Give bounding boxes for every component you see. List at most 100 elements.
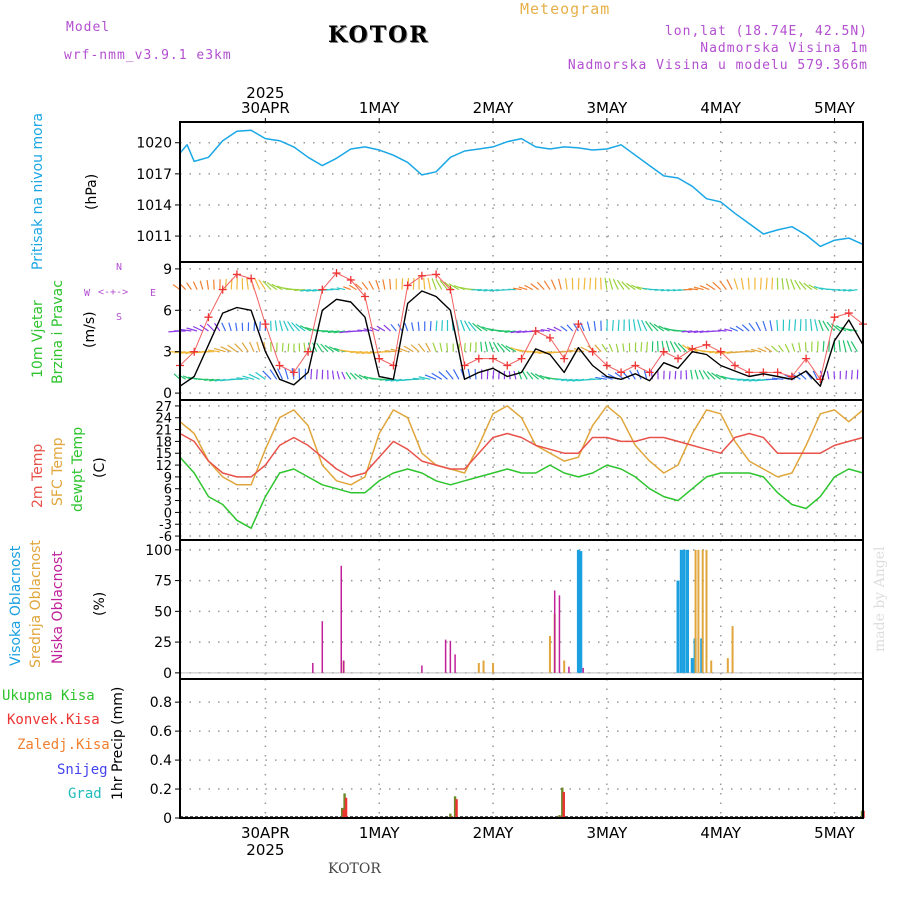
- wind-barb: [412, 277, 415, 290]
- wind-barb: [291, 322, 300, 332]
- temp-2m-line: [179, 432, 864, 478]
- wind-barb: [476, 324, 488, 332]
- wind-barb: [674, 371, 677, 380]
- panel-frame: [179, 678, 864, 819]
- wind-barb: [814, 285, 824, 291]
- high-cloud-bar: [682, 549, 686, 673]
- mid-cloud-bar: [701, 549, 704, 673]
- wind-barb: [303, 342, 306, 352]
- precip-total-bar: [449, 813, 452, 818]
- wind-gust-marker: [716, 347, 725, 356]
- top-day-label: 30APR: [241, 99, 290, 117]
- wind-barb: [687, 330, 699, 334]
- wind-barb: [608, 343, 614, 352]
- wind-barb: [846, 340, 853, 352]
- wind-barb: [784, 343, 790, 352]
- y-tick-label: 1014: [136, 198, 172, 214]
- wind-barb: [384, 378, 397, 382]
- legend-graupel: Grad: [68, 786, 102, 802]
- wind-barb: [277, 368, 283, 380]
- wind-barb: [536, 281, 545, 291]
- wind-gust-marker: [702, 340, 711, 349]
- wind-barb: [331, 370, 335, 380]
- wind-barb: [646, 341, 648, 352]
- series-layer: [176, 129, 867, 818]
- wind-barb: [477, 289, 488, 292]
- wind-barb: [390, 378, 403, 382]
- wind-barb: [771, 345, 779, 353]
- precip-conv-bar: [562, 791, 565, 818]
- wind-barb: [235, 322, 238, 332]
- wind-barb: [368, 280, 375, 290]
- wind-barb: [566, 324, 574, 332]
- wind-barb: [361, 281, 369, 290]
- pressure-line: [179, 129, 864, 248]
- wind-barb: [769, 320, 773, 332]
- y-tick-label: 25: [154, 635, 172, 651]
- wind-barb: [628, 319, 631, 332]
- wind-barb: [631, 284, 642, 291]
- wind-gust-marker: [403, 281, 412, 290]
- wind-gust-marker: [375, 354, 384, 363]
- wind-barb: [828, 340, 830, 352]
- wind-barb: [771, 377, 784, 380]
- wind-barb: [733, 278, 739, 290]
- compass-s: S: [116, 312, 123, 323]
- wind-barb: [665, 340, 671, 352]
- wind-barb: [586, 321, 591, 332]
- wind-barb: [741, 324, 750, 332]
- wind-barb: [382, 279, 386, 290]
- axes-layer: 10111014101710200369-6-30369121518212427…: [136, 84, 855, 859]
- wind-barb: [492, 370, 495, 380]
- wind-barb: [518, 286, 528, 291]
- wind-barb: [706, 371, 716, 380]
- y-tick-label: -3: [159, 518, 172, 533]
- wind-barb: [788, 319, 791, 332]
- wind-barb: [186, 282, 192, 290]
- wind-barb: [283, 320, 289, 332]
- wind-gust-marker: [730, 361, 739, 370]
- wind-gust-marker: [645, 368, 654, 377]
- mid-cloud-bar: [694, 549, 697, 673]
- wind-barb: [431, 278, 437, 290]
- wind-barb: [439, 342, 443, 352]
- wind-barb: [580, 346, 591, 353]
- wind-gust-marker: [318, 285, 327, 294]
- wind-barb: [220, 346, 232, 353]
- bottom-year-label: 2025: [246, 841, 284, 859]
- wind-barb: [355, 351, 368, 354]
- mid-cloud-bar: [705, 549, 708, 673]
- wind-gust-marker: [517, 354, 526, 363]
- wind-gust-marker: [830, 313, 839, 322]
- wind-barb: [553, 326, 562, 332]
- y-tick-label: 24: [155, 412, 172, 427]
- wind-barb: [501, 343, 511, 353]
- wind-barb: [573, 323, 579, 332]
- y-tick-label: 6: [163, 303, 172, 319]
- wind-barb: [350, 351, 363, 354]
- wind-barb: [566, 378, 579, 382]
- wind-barb: [750, 348, 761, 353]
- wind-barb: [417, 343, 426, 353]
- wind-barb: [425, 342, 431, 352]
- wind-barb: [790, 278, 796, 290]
- wind-barb: [764, 346, 773, 353]
- wind-barb: [345, 371, 352, 380]
- wind-barb: [192, 325, 204, 332]
- model-elevation-label: Nadmorska Visina u modelu 579.366m: [567, 58, 868, 73]
- wind-barb: [435, 278, 443, 290]
- low-cloud-bar: [340, 565, 343, 673]
- wind-barb: [207, 349, 220, 353]
- high-cloud-bar: [686, 549, 690, 673]
- top-year-label: 2025: [246, 84, 284, 102]
- y-tick-label: 18: [155, 435, 172, 450]
- wind-barb: [673, 341, 682, 353]
- wind-barb: [735, 325, 744, 332]
- wind-barb: [762, 320, 767, 332]
- wind-barb: [822, 320, 830, 332]
- y-tick-label: 27: [155, 400, 172, 415]
- wind-barb: [617, 319, 620, 332]
- wind-barb: [557, 278, 562, 290]
- wind-barb: [845, 370, 848, 380]
- station-title: KOTOR: [328, 22, 430, 48]
